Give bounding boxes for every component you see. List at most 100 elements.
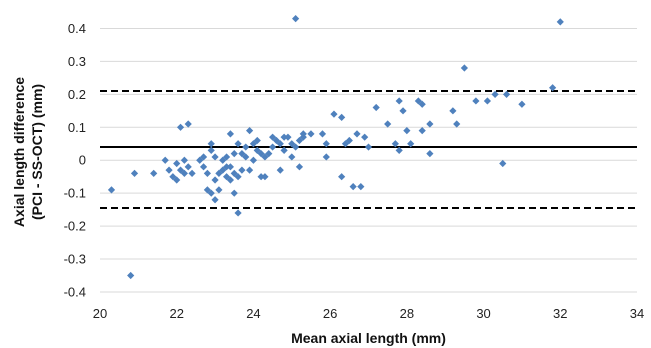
data-point [211,176,219,184]
data-point [322,140,330,148]
y-tick-label: -0.4 [64,285,86,300]
data-point [127,271,135,280]
x-tick-label: 32 [553,306,567,321]
data-point [518,100,526,108]
data-point [253,146,261,154]
data-point [226,176,235,184]
x-tick-label: 28 [400,306,414,321]
y-tick-label: -0.3 [64,252,86,267]
data-point [414,97,422,105]
data-point [245,126,254,135]
data-point [234,209,242,217]
x-tick-label: 34 [630,306,644,321]
data-point [184,163,192,171]
y-tick-label: 0.4 [68,21,86,36]
x-tick-label: 22 [169,306,183,321]
data-point [215,186,223,194]
data-point [265,150,273,158]
data-point [353,130,361,138]
data-point [453,120,461,128]
data-point [349,182,357,191]
data-point [269,133,277,141]
data-point [230,150,238,158]
data-point [211,153,219,161]
data-point [180,169,188,178]
data-point [207,189,215,197]
data-point [502,90,511,98]
data-point [165,166,173,174]
data-point [295,163,304,171]
data-point [234,173,242,181]
data-point [483,97,492,105]
x-tick-label: 30 [476,306,490,321]
y-axis-title-line: (PCI - SS-OCT) (mm) [29,84,45,220]
data-point [284,133,292,141]
data-point [207,146,215,154]
data-point [242,153,250,161]
data-point [226,130,235,138]
data-point [299,130,307,138]
data-point [130,169,139,178]
data-point [288,153,296,161]
data-point [556,18,564,26]
data-point [199,163,208,171]
data-point [226,163,235,171]
data-point [322,153,330,161]
data-point [384,120,392,128]
x-tick-label: 20 [93,306,107,321]
data-point [318,130,327,138]
data-point [180,156,188,164]
data-point [161,156,169,164]
data-point [222,163,231,171]
data-point [257,150,265,158]
data-point [338,173,346,181]
data-point [257,173,265,181]
data-point [280,133,288,141]
data-point [222,153,231,161]
y-tick-label: -0.1 [64,186,86,201]
data-point [407,140,415,148]
x-tick-label: 26 [323,306,337,321]
data-point [107,186,116,194]
x-axis-title: Mean axial length (mm) [291,330,446,346]
data-point [426,150,434,158]
data-point [403,126,411,135]
data-point [549,84,557,92]
data-point [292,14,300,23]
data-point [238,166,246,174]
y-axis-title-line: Axial length difference [11,77,27,227]
data-point [449,107,457,115]
data-point [361,133,369,141]
data-point [330,110,338,118]
data-point [292,143,300,151]
data-point [173,176,181,184]
data-point [234,140,242,148]
data-point [184,120,192,128]
data-point [261,153,269,161]
data-point [276,140,284,148]
data-point [242,143,250,151]
data-point [261,173,269,181]
data-point [399,107,407,115]
data-point [418,126,426,135]
data-point [173,159,181,168]
data-point [207,140,215,148]
data-point [276,166,284,174]
data-point [460,64,468,72]
x-tick-label: 24 [246,306,260,321]
data-point [199,153,208,161]
data-point [391,140,399,148]
data-point [150,169,158,178]
data-point [372,103,380,112]
data-point [364,143,373,151]
data-point [472,97,480,105]
data-point [345,136,353,145]
data-point [269,143,277,151]
y-tick-label: 0.1 [68,120,86,135]
data-point [395,97,403,105]
data-point [249,156,258,164]
data-point [499,159,507,168]
y-tick-label: 0.2 [68,87,86,102]
